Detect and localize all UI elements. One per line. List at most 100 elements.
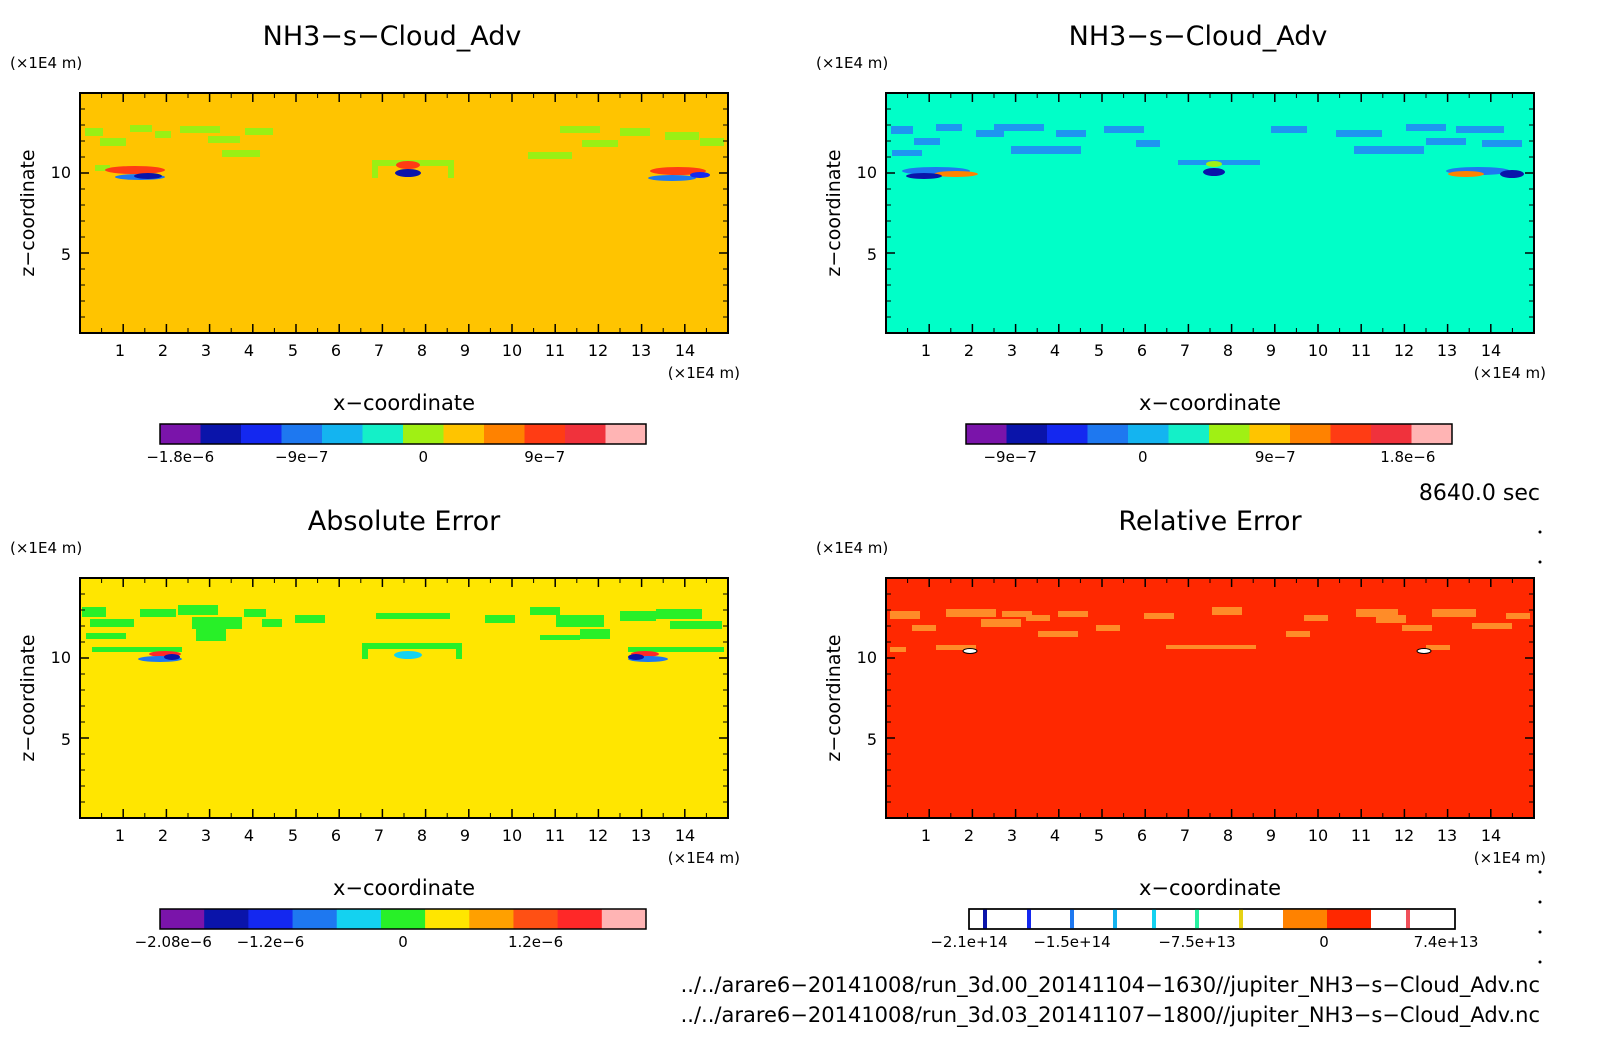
x-axis-label: x−coordinate (1139, 876, 1281, 900)
colorbar-swatch (403, 424, 444, 444)
x-tick-label: 11 (1351, 826, 1371, 845)
x-tick-label: 3 (1007, 826, 1017, 845)
x-tick-label: 4 (244, 341, 254, 360)
colorbar-tick-labels: −2.08e−6 −1.2e−6 0 1.2e−6 (135, 933, 564, 951)
panel-bottom-left: Absolute Error (×1E4 m) (10, 506, 740, 951)
y-tick-label: 10 (857, 648, 877, 667)
panel-top-right: NH3−s−Cloud_Adv (×1E4 m) (816, 21, 1546, 466)
x-tick-label: 6 (331, 826, 341, 845)
axis-ticks (80, 578, 728, 818)
colorbar-swatch (513, 909, 559, 929)
panel-bottom-right: Relative Error (×1E4 m) (816, 506, 1546, 951)
x-tick-label: 13 (631, 341, 651, 360)
x-tick-label: 8 (417, 341, 427, 360)
colorbar-frame (965, 423, 1453, 445)
x-tick-labels: 1 2 3 4 5 6 7 8 9 10 11 12 13 14 (115, 341, 695, 360)
colorbar-swatch (469, 909, 514, 929)
x-tick-label: 8 (417, 826, 427, 845)
colorbar-swatch (1290, 424, 1331, 444)
x-tick-label: 11 (545, 341, 565, 360)
y-unit-label: (×1E4 m) (10, 539, 82, 557)
colorbar (159, 423, 647, 445)
x-unit-label: (×1E4 m) (1474, 849, 1546, 867)
x-tick-labels: 1 2 3 4 5 6 7 8 9 10 11 12 13 14 (921, 341, 1501, 360)
y-tick-label: 5 (867, 245, 877, 264)
colorbar (965, 423, 1453, 445)
colorbar-swatch (1087, 424, 1129, 444)
colorbar-swatch (484, 424, 525, 444)
colorbar (159, 908, 647, 930)
x-tick-label: 7 (1180, 341, 1190, 360)
y-tick-label: 10 (51, 163, 71, 182)
plot-area (79, 577, 729, 819)
y-tick-label: 5 (867, 730, 877, 749)
footer-file-path-2: ../../arare6−20141008/run_3d.03_20141107… (681, 1003, 1540, 1028)
x-tick-label: 8 (1223, 826, 1233, 845)
colorbar-tick-label: 0 (418, 448, 428, 466)
features (85, 125, 724, 181)
panel-title: Relative Error (1118, 506, 1302, 537)
x-tick-label: 7 (374, 826, 384, 845)
colorbar-swatch (248, 909, 294, 929)
x-tick-label: 7 (1180, 826, 1190, 845)
x-tick-label: 5 (288, 341, 298, 360)
colorbar-swatch (605, 424, 647, 444)
colorbar-swatch (557, 909, 603, 929)
y-axis-label: z−coordinate (823, 634, 845, 761)
storm-cells (138, 651, 668, 662)
x-tick-label: 14 (1481, 826, 1501, 845)
y-axis-label: z−coordinate (823, 149, 845, 276)
colorbar-tick-label: −9e−7 (275, 448, 328, 466)
colorbar-tick-label: 9e−7 (524, 448, 565, 466)
x-tick-label: 1 (115, 826, 125, 845)
x-tick-labels: 1 2 3 4 5 6 7 8 9 10 11 12 13 14 (115, 826, 695, 845)
x-tick-label: 13 (1437, 341, 1457, 360)
colorbar-swatch (204, 909, 249, 929)
y-unit-label: (×1E4 m) (816, 539, 888, 557)
panel-title: Absolute Error (308, 506, 501, 537)
y-unit-label: (×1E4 m) (816, 54, 888, 72)
time-label: 8640.0 sec (1419, 481, 1540, 506)
colorbar-swatch (1330, 424, 1372, 444)
storm-cells (902, 161, 1524, 179)
cloud-band-features (82, 605, 724, 659)
x-tick-label: 6 (1137, 826, 1147, 845)
colorbar (968, 908, 1456, 930)
colorbar-tick-labels: −2.1e+14 −1.5e+14 −7.5e+13 0 7.4e+13 (930, 933, 1478, 951)
colorbar-swatch (966, 424, 1007, 444)
colorbar-swatch (1128, 424, 1169, 444)
margin-dots (1538, 530, 1542, 964)
x-tick-label: 3 (201, 826, 211, 845)
x-tick-label: 9 (460, 341, 470, 360)
x-tick-label: 4 (1050, 341, 1060, 360)
x-tick-label: 3 (1007, 341, 1017, 360)
x-tick-label: 5 (288, 826, 298, 845)
x-tick-label: 11 (545, 826, 565, 845)
colorbar-tick-label: −2.08e−6 (135, 933, 212, 951)
colorbar-swatch (1168, 424, 1210, 444)
x-tick-label: 14 (675, 826, 695, 845)
colorbar-tick-label: −1.5e+14 (1033, 933, 1110, 951)
colorbar-tick-label: 1.2e−6 (508, 933, 563, 951)
colorbar-tick-label: 0 (1319, 933, 1329, 951)
colorbar-swatch (1047, 424, 1088, 444)
panel-title: NH3−s−Cloud_Adv (263, 21, 522, 52)
x-tick-label: 10 (502, 826, 522, 845)
y-unit-label: (×1E4 m) (10, 54, 82, 72)
colorbar-tick-label: 0 (398, 933, 408, 951)
colorbar-swatch (524, 424, 566, 444)
x-axis-label: x−coordinate (333, 876, 475, 900)
x-tick-label: 14 (1481, 341, 1501, 360)
colorbar-tick-label: 0 (1138, 448, 1148, 466)
colorbar-swatch (200, 424, 242, 444)
colorbar-swatch (362, 424, 404, 444)
colorbar-tick-label: −9e−7 (983, 448, 1036, 466)
y-tick-label: 5 (61, 245, 71, 264)
panel-title: NH3−s−Cloud_Adv (1069, 21, 1328, 52)
colorbar-frame (159, 423, 647, 445)
footer-file-path-1: ../../arare6−20141008/run_3d.00_20141104… (681, 973, 1540, 998)
x-tick-label: 10 (1308, 826, 1328, 845)
colorbar-tick-label: −2.1e+14 (930, 933, 1007, 951)
colorbar-swatch (241, 424, 282, 444)
plot-area (885, 92, 1535, 334)
